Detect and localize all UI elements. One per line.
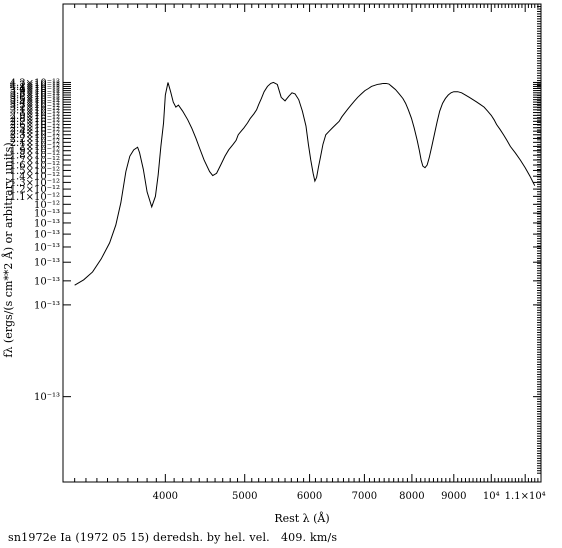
y-tick-label: 3.7×10⁻¹² — [10, 91, 60, 102]
y-tick-label: 10⁻¹³ — [34, 392, 60, 403]
y-tick-label: 4.1×10⁻¹² — [10, 82, 60, 93]
y-tick-label: 3.4×10⁻¹² — [10, 98, 60, 109]
x-tick-label: 5000 — [232, 491, 257, 502]
y-tick-label: 3.2×10⁻¹² — [10, 103, 60, 114]
x-tick-label: 10⁴ — [483, 491, 500, 502]
y-tick-label: 2.3×10⁻¹² — [10, 130, 60, 141]
y-tick-label: 10⁻¹³ — [34, 276, 60, 287]
y-tick-label: 3×10⁻¹² — [19, 108, 60, 119]
y-tick-label: 10⁻¹³ — [34, 258, 60, 269]
y-tick-label: 2.9×10⁻¹² — [10, 111, 60, 122]
y-tick-label: 10⁻¹² — [34, 200, 60, 211]
y-tick-label: 10⁻¹³ — [34, 230, 60, 241]
y-tick-label: 4×10⁻¹² — [19, 84, 60, 95]
y-tick-label: 1.6×10⁻¹² — [10, 161, 60, 172]
y-tick-label: 1.1×10⁻¹² — [10, 192, 60, 203]
y-axis-right-ticks — [533, 3, 541, 474]
x-axis-label: Rest λ (Å) — [274, 511, 329, 525]
plot-frame — [62, 3, 542, 483]
y-tick-label: 2×10⁻¹² — [19, 142, 60, 153]
x-tick-label: 4000 — [153, 491, 178, 502]
y-tick-label: 1.5×10⁻¹² — [10, 166, 60, 177]
y-tick-label: 3.9×10⁻¹² — [10, 86, 60, 97]
y-axis-label: fλ (ergs/(s cm**2 Å) or arbitrary units) — [1, 142, 15, 357]
y-tick-label: 10⁻¹³ — [34, 242, 60, 253]
y-tick-label: 3.6×10⁻¹² — [10, 93, 60, 104]
x-axis-ticks: 4000 5000 6000 7000 8000 9000 10⁴ 1.1×10⁴ — [74, 4, 546, 502]
y-tick-label: 1.4×10⁻¹² — [10, 172, 60, 183]
x-tick-label: 7000 — [352, 491, 377, 502]
y-tick-label: 2.6×10⁻¹² — [10, 120, 60, 131]
y-tick-label: 10⁻¹³ — [34, 300, 60, 311]
y-tick-label: 1.2×10⁻¹² — [10, 185, 60, 196]
y-tick-label: 1.3×10⁻¹² — [10, 178, 60, 189]
y-tick-label: 2.7×10⁻¹² — [10, 117, 60, 128]
y-tick-label: 2.2×10⁻¹² — [10, 134, 60, 145]
x-tick-label: 8000 — [399, 491, 424, 502]
x-tick-label: 6000 — [297, 491, 322, 502]
y-tick-label: 3.5×10⁻¹² — [10, 95, 60, 106]
y-tick-label: 1.9×10⁻¹² — [10, 146, 60, 157]
spectrum-line — [74, 81, 536, 286]
y-tick-label: 2.8×10⁻¹² — [10, 114, 60, 125]
y-tick-label: 1.8×10⁻¹² — [10, 151, 60, 162]
y-tick-label: 3.3×10⁻¹² — [10, 100, 60, 111]
y-tick-label: 3.8×10⁻¹² — [10, 88, 60, 99]
x-tick-label: 9000 — [441, 491, 466, 502]
y-tick-label: 10⁻¹³ — [34, 209, 60, 220]
chart-caption: sn1972e Ia (1972 05 15) deredsh. by hel.… — [8, 531, 338, 544]
y-tick-label: 4.2×10⁻¹² — [10, 80, 60, 91]
y-tick-label: 2.1×10⁻¹² — [10, 138, 60, 149]
y-tick-label: 4.3×10⁻¹² — [10, 78, 60, 89]
y-tick-label: 3.1×10⁻¹² — [10, 105, 60, 116]
y-tick-label: 2.4×10⁻¹² — [10, 127, 60, 138]
x-tick-label: 1.1×10⁴ — [505, 491, 546, 502]
y-tick-label: 10⁻¹³ — [34, 218, 60, 229]
y-tick-label: 1.7×10⁻¹² — [10, 155, 60, 166]
y-axis-ticks: 10⁻¹³10⁻¹³10⁻¹³10⁻¹³10⁻¹³10⁻¹³10⁻¹³10⁻¹³… — [10, 78, 71, 403]
y-tick-label: 2.5×10⁻¹² — [10, 123, 60, 134]
